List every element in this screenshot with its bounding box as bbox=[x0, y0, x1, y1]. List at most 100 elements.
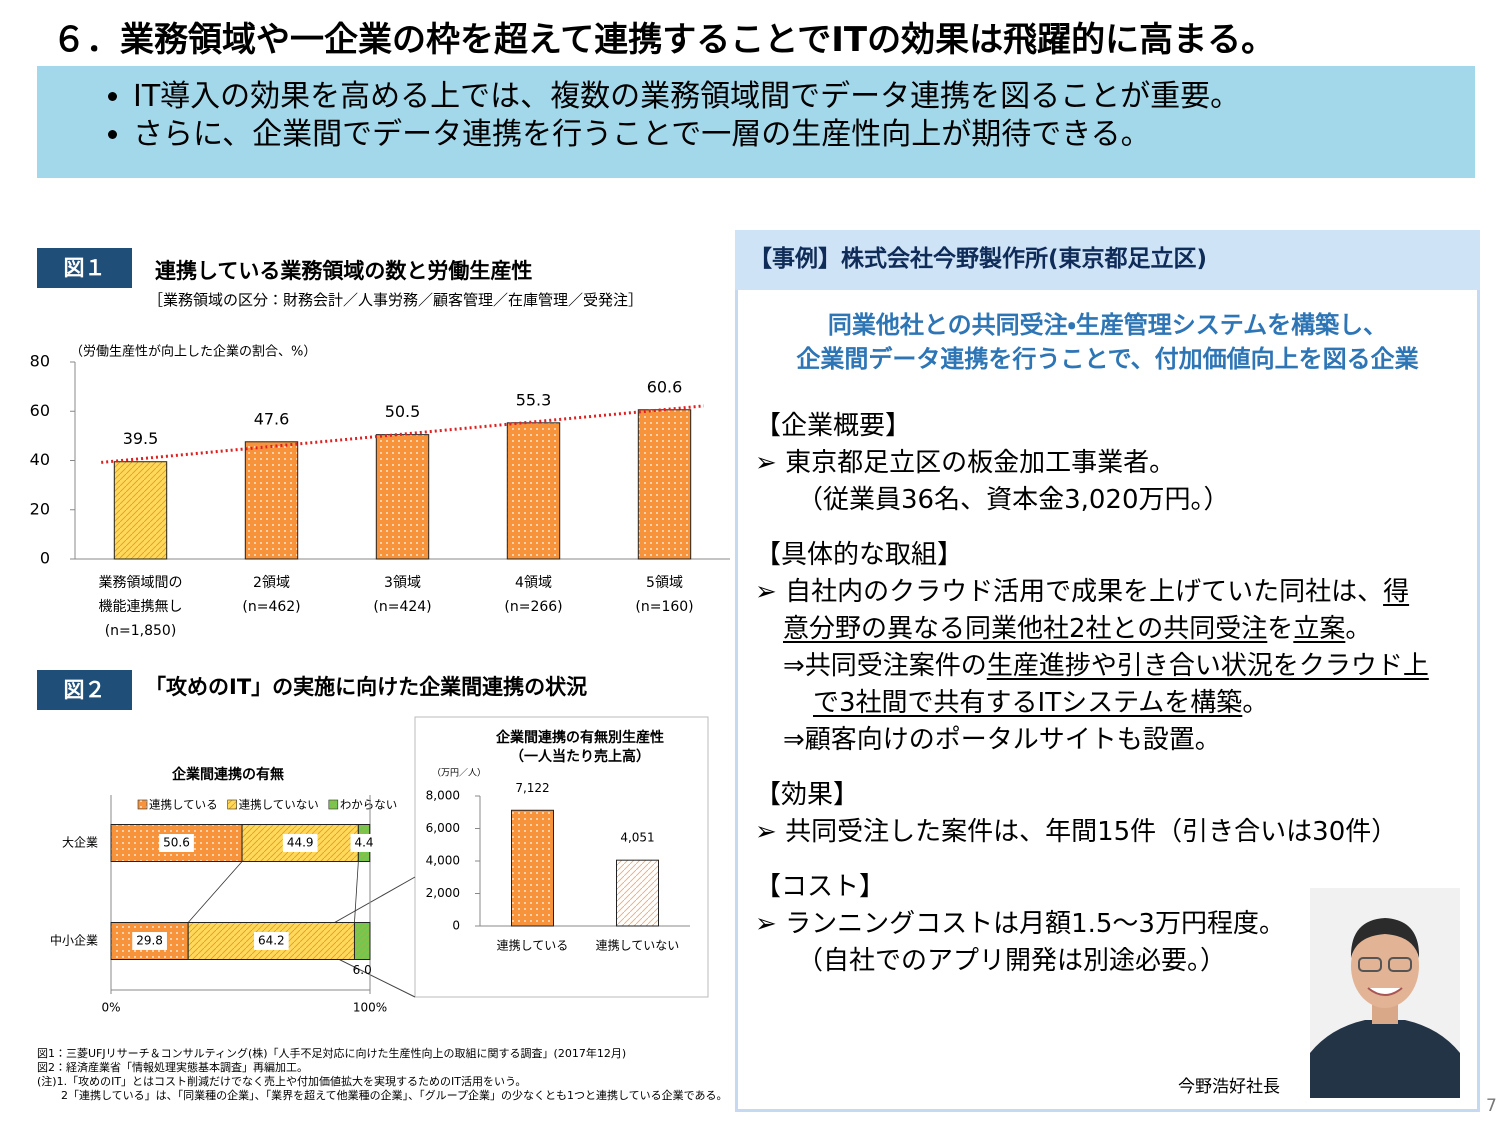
data-label: 4.4 bbox=[354, 836, 373, 850]
bar bbox=[637, 409, 692, 560]
label-bg bbox=[350, 834, 378, 852]
slide-title: ６．業務領域や一企業の枠を超えて連携することでITの効果は飛躍的に高まる。 bbox=[52, 20, 1276, 60]
footnote: (注)1.「攻めのIT」とはコスト削減だけでなく売上や付加価値拡大を実現するため… bbox=[37, 1075, 527, 1088]
y-tick-label: 2,000 bbox=[426, 886, 460, 900]
lead-line: 同業他社との共同受注・生産管理システムを構築し、 bbox=[827, 311, 1388, 339]
label-bg bbox=[132, 932, 167, 950]
section-heading: 【効果】 bbox=[755, 780, 860, 810]
case-section: 【コスト】 ➢ ランニングコストは月額1.5～3万円程度。 （自社でのアプリ開発は別… bbox=[755, 869, 1431, 980]
chart-title: 企業間連携の有無 bbox=[172, 766, 284, 783]
case-content: 【企業概要】 ➢ 東京都足立区の板金加工事業者。 （従業員36名、資本金3,020万… bbox=[755, 408, 1431, 998]
x-tick-label: 機能連携無し bbox=[99, 599, 183, 615]
item-marker: ⇒ bbox=[783, 651, 805, 681]
x-tick-label: (n=462) bbox=[242, 599, 300, 615]
data-label: 4,051 bbox=[620, 831, 654, 845]
y-tick-label: 大企業 bbox=[62, 836, 98, 850]
case-item: ⇒顧客向けのポータルサイトも設置。 bbox=[783, 722, 1431, 759]
legend-swatch bbox=[227, 799, 237, 810]
item-text: （自社でのアプリ開発は別途必要。） bbox=[797, 946, 1227, 976]
y-tick-label: 40 bbox=[30, 450, 50, 469]
fig-note: ［業務領域の区分：財務会計／人事労務／顧客管理／在庫管理／受発注］ bbox=[148, 291, 644, 309]
y-tick-label: 20 bbox=[30, 499, 50, 518]
series-line bbox=[354, 861, 359, 923]
bar bbox=[113, 461, 168, 560]
label-bg bbox=[282, 834, 318, 852]
y-tick-label: 8,000 bbox=[426, 789, 460, 803]
series-line bbox=[187, 861, 243, 923]
photo-caption: 今野浩好社長 bbox=[1178, 1077, 1280, 1097]
item-marker: ➢ bbox=[755, 817, 777, 847]
fig-label: 図２ bbox=[37, 670, 132, 710]
y-tick-label: 中小企業 bbox=[50, 933, 98, 948]
y-tick-label: 0 bbox=[452, 919, 460, 933]
label-bg bbox=[253, 932, 289, 950]
item-text: （従業員36名、資本金3,020万円。） bbox=[797, 485, 1230, 515]
case-item: （従業員36名、資本金3,020万円。） bbox=[755, 482, 1431, 519]
label-bg bbox=[159, 834, 194, 852]
x-tick-label: 5領域 bbox=[646, 575, 683, 591]
item-text: 東京都足立区の板金加工事業者。 bbox=[785, 448, 1176, 478]
data-label: 6.0 bbox=[353, 963, 372, 977]
y-tick-label: 4,000 bbox=[426, 854, 460, 868]
y-tick-label: 80 bbox=[30, 352, 50, 371]
page-number: 7 bbox=[1486, 1096, 1497, 1116]
x-tick-label: 4領域 bbox=[515, 575, 552, 591]
item-text: を bbox=[1267, 614, 1294, 644]
legend-label: 連携していない bbox=[239, 798, 319, 812]
data-label: 55.3 bbox=[516, 390, 552, 409]
legend-swatch bbox=[328, 799, 339, 810]
data-label: 60.6 bbox=[647, 377, 683, 396]
fig-title: 「攻めのIT」の実施に向けた企業間連携の状況 bbox=[145, 675, 588, 699]
bar bbox=[616, 859, 659, 927]
item-text: 。 bbox=[1242, 688, 1269, 718]
legend-label: 連携している bbox=[149, 798, 218, 812]
item-text: 立案 bbox=[1293, 614, 1346, 644]
item-text: 共同受注案件の bbox=[804, 651, 987, 681]
footnotes: 図1：三菱UFJリサーチ＆コンサルティング(株)「人手不足対応に向けた生産性向上… bbox=[37, 1047, 728, 1103]
x-tick-label: 0% bbox=[101, 1001, 120, 1015]
photo bbox=[1310, 888, 1460, 1098]
y-axis-label: （万円／人） bbox=[432, 768, 486, 779]
x-tick-label: 連携していない bbox=[596, 938, 680, 953]
case-item: ➢ 共同受注した案件は、年間15件（引き合いは30件） bbox=[755, 814, 1431, 851]
case-header: 【事例】株式会社今野製作所(東京都足立区) bbox=[735, 230, 1480, 290]
inset-frame bbox=[414, 716, 709, 998]
data-label: 7,122 bbox=[515, 781, 549, 795]
case-item: （自社でのアプリ開発は別途必要。） bbox=[755, 943, 1431, 980]
summary-box: IT導入の効果を高める上では、複数の業務領域間でデータ連携を図ることが重要。 さ… bbox=[37, 66, 1475, 178]
bar bbox=[244, 441, 299, 560]
case-item: ➢ 自社内のクラウド活用で成果を上げていた同社は、得意分野の異なる同業他社2社と… bbox=[755, 574, 1431, 648]
item-marker: ➢ bbox=[755, 448, 777, 478]
bar bbox=[511, 809, 554, 927]
footnote: 図2：経済産業省「情報処理実態基本調査」再編加工。 bbox=[37, 1061, 308, 1074]
case-section: 【企業概要】 ➢ 東京都足立区の板金加工事業者。 （従業員36名、資本金3,020万… bbox=[755, 408, 1431, 519]
x-tick-label: 100% bbox=[353, 1001, 387, 1015]
data-label: 47.6 bbox=[254, 409, 290, 428]
item-marker: ➢ bbox=[755, 909, 777, 939]
case-section: 【具体的な取組】 ➢ 自社内のクラウド活用で成果を上げていた同社は、得意分野の異な… bbox=[755, 537, 1431, 759]
case-box bbox=[735, 290, 1480, 1112]
trendline bbox=[101, 404, 704, 464]
item-text: 得意分野の異なる同業他社2社との共同受注 bbox=[783, 577, 1410, 644]
bar-segment bbox=[353, 922, 371, 960]
case-section: 【効果】 ➢ 共同受注した案件は、年間15件（引き合いは30件） bbox=[755, 777, 1431, 851]
legend-swatch bbox=[137, 799, 148, 810]
footnote: 図1：三菱UFJリサーチ＆コンサルティング(株)「人手不足対応に向けた生産性向上… bbox=[37, 1047, 627, 1060]
item-text: 生産進捗や引き合い状況をクラウド上で3社間で共有するITシステムを構築 bbox=[813, 651, 1429, 718]
x-tick-label: (n=1,850) bbox=[105, 623, 177, 639]
section-heading: 【企業概要】 bbox=[755, 411, 912, 441]
data-label: 64.2 bbox=[258, 934, 285, 948]
x-tick-label: 3領域 bbox=[384, 575, 421, 591]
x-tick-label: 連携している bbox=[497, 938, 569, 953]
case-lead: 同業他社との共同受注・生産管理システムを構築し、 企業間データ連携を行うことで、… bbox=[735, 308, 1480, 376]
data-label: 29.8 bbox=[136, 934, 163, 948]
fig-title: 連携している業務領域の数と労働生産性 bbox=[155, 259, 533, 283]
item-marker: ➢ bbox=[755, 577, 777, 607]
y-tick-label: 60 bbox=[30, 401, 50, 420]
data-label: 44.9 bbox=[287, 836, 314, 850]
data-label: 39.5 bbox=[123, 429, 159, 448]
case-item: ⇒共同受注案件の生産進捗や引き合い状況をクラウド上で3社間で共有するITシステム… bbox=[783, 648, 1431, 722]
x-tick-label: (n=424) bbox=[373, 599, 431, 615]
x-tick-label: 2領域 bbox=[253, 575, 290, 591]
